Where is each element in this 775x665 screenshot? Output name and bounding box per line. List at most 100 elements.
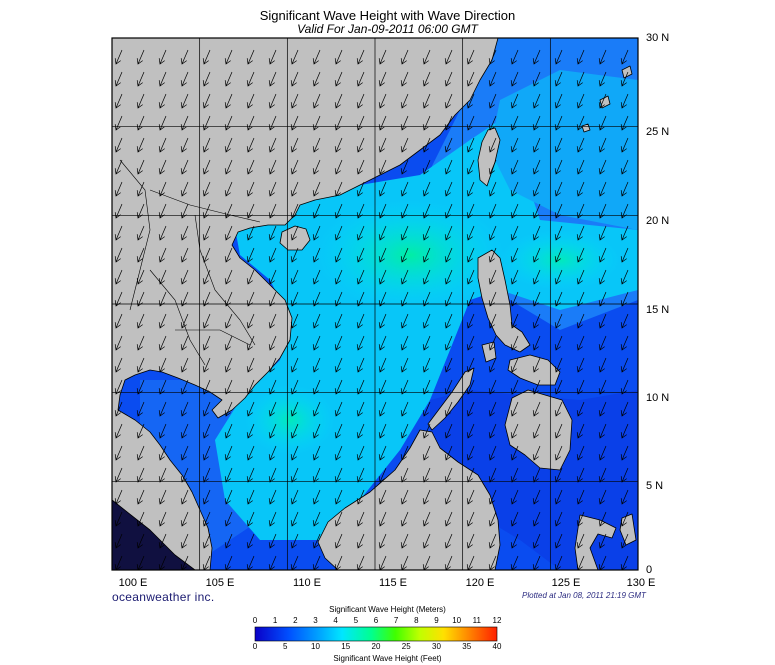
land-ryukyu-3 bbox=[581, 123, 591, 133]
wave-arrow bbox=[422, 203, 431, 219]
wave-arrow bbox=[554, 423, 563, 439]
wave-arrow bbox=[422, 49, 431, 65]
wave-arrow bbox=[180, 335, 189, 351]
wave-arrow bbox=[576, 247, 585, 263]
wave-arrow bbox=[334, 115, 343, 131]
wave-arrow bbox=[532, 49, 541, 65]
wave-arrow bbox=[180, 269, 189, 285]
lon-label-105: 105 E bbox=[205, 577, 235, 589]
wave-arrow bbox=[356, 137, 365, 153]
plotted-timestamp: Plotted at Jan 08, 2011 21:19 GMT bbox=[522, 591, 646, 600]
wave-arrow bbox=[158, 159, 167, 175]
wave-arrow bbox=[312, 49, 321, 65]
wave-arrow bbox=[356, 511, 365, 527]
wave-arrow bbox=[290, 533, 299, 549]
wave-arrow bbox=[598, 291, 607, 307]
wave-arrow bbox=[224, 555, 233, 570]
wave-arrow bbox=[576, 159, 585, 175]
wave-arrow bbox=[400, 401, 409, 417]
wave-arrow bbox=[422, 225, 431, 241]
lat-label-20: 20 N bbox=[646, 215, 670, 227]
wave-arrow bbox=[466, 423, 475, 439]
wave-arrow bbox=[466, 269, 475, 285]
wave-arrow bbox=[312, 93, 321, 109]
wave-arrow bbox=[224, 137, 233, 153]
wave-arrow bbox=[202, 137, 211, 153]
wave-arrow bbox=[180, 203, 189, 219]
wave-arrow bbox=[400, 445, 409, 461]
wave-peak-east bbox=[500, 230, 620, 290]
wave-arrow bbox=[488, 467, 497, 483]
wave-arrow bbox=[576, 555, 585, 570]
wave-arrow bbox=[532, 313, 541, 329]
colorbar-tick-feet: 40 bbox=[492, 642, 502, 651]
colorbar-tick-meters: 7 bbox=[393, 616, 399, 625]
wave-arrow bbox=[598, 247, 607, 263]
wave-arrow bbox=[598, 511, 607, 527]
wave-arrow bbox=[312, 335, 321, 351]
wave-arrow bbox=[180, 159, 189, 175]
wave-arrow bbox=[444, 555, 453, 570]
wave-arrow bbox=[576, 291, 585, 307]
wave-arrow bbox=[554, 115, 563, 131]
wave-arrow bbox=[620, 335, 629, 351]
wave-arrow bbox=[598, 49, 607, 65]
wave-arrow bbox=[554, 533, 563, 549]
wave-arrow bbox=[378, 291, 387, 307]
colorbar-tick-feet: 30 bbox=[432, 642, 441, 651]
wave-arrow bbox=[422, 445, 431, 461]
wave-arrow bbox=[246, 49, 255, 65]
wave-arrow bbox=[268, 137, 277, 153]
wave-arrow bbox=[334, 533, 343, 549]
wave-arrow bbox=[158, 247, 167, 263]
wave-arrow bbox=[620, 357, 629, 373]
land-taiwan bbox=[477, 127, 501, 187]
wave-arrow bbox=[400, 511, 409, 527]
wave-arrow bbox=[510, 247, 519, 263]
wave-arrow bbox=[136, 71, 145, 87]
wave-arrow bbox=[114, 49, 123, 65]
wave-arrow bbox=[488, 115, 497, 131]
wave-arrow bbox=[554, 555, 563, 570]
wave-arrow bbox=[444, 357, 453, 373]
wave-arrow bbox=[224, 225, 233, 241]
colorbar-title-meters: Significant Wave Height (Meters) bbox=[329, 605, 446, 614]
wave-arrow bbox=[576, 533, 585, 549]
colorbar-tick-meters: 5 bbox=[353, 616, 359, 625]
wave-arrow bbox=[576, 379, 585, 395]
wave-arrow bbox=[532, 555, 541, 570]
wave-arrow bbox=[246, 203, 255, 219]
wave-arrow bbox=[422, 247, 431, 263]
wave-arrow bbox=[620, 467, 629, 483]
wave-arrow bbox=[444, 159, 453, 175]
wave-arrow bbox=[620, 511, 629, 527]
wave-arrow bbox=[158, 93, 167, 109]
wave-arrow bbox=[334, 467, 343, 483]
wave-arrow bbox=[444, 379, 453, 395]
land-sulawesi bbox=[574, 514, 617, 570]
wave-arrow bbox=[400, 533, 409, 549]
wave-peak-north bbox=[315, 200, 505, 310]
country-borders bbox=[119, 159, 261, 366]
wave-arrow bbox=[400, 181, 409, 197]
wave-arrow bbox=[422, 115, 431, 131]
wave-arrow bbox=[114, 489, 123, 505]
wave-arrow bbox=[268, 313, 277, 329]
wave-arrow bbox=[466, 203, 475, 219]
wave-arrow bbox=[312, 115, 321, 131]
wave-arrow bbox=[180, 93, 189, 109]
wave-arrow bbox=[202, 269, 211, 285]
wave-arrow bbox=[510, 335, 519, 351]
wave-arrow bbox=[290, 467, 299, 483]
wave-arrow bbox=[444, 269, 453, 285]
wave-arrow bbox=[246, 357, 255, 373]
wave-arrow bbox=[554, 71, 563, 87]
wave-direction-arrows bbox=[114, 49, 629, 570]
wave-arrow bbox=[356, 379, 365, 395]
wave-arrow bbox=[202, 533, 211, 549]
wave-arrow bbox=[510, 137, 519, 153]
wave-arrow bbox=[598, 269, 607, 285]
wave-arrow bbox=[136, 225, 145, 241]
wave-arrow bbox=[312, 203, 321, 219]
wave-arrow bbox=[532, 401, 541, 417]
